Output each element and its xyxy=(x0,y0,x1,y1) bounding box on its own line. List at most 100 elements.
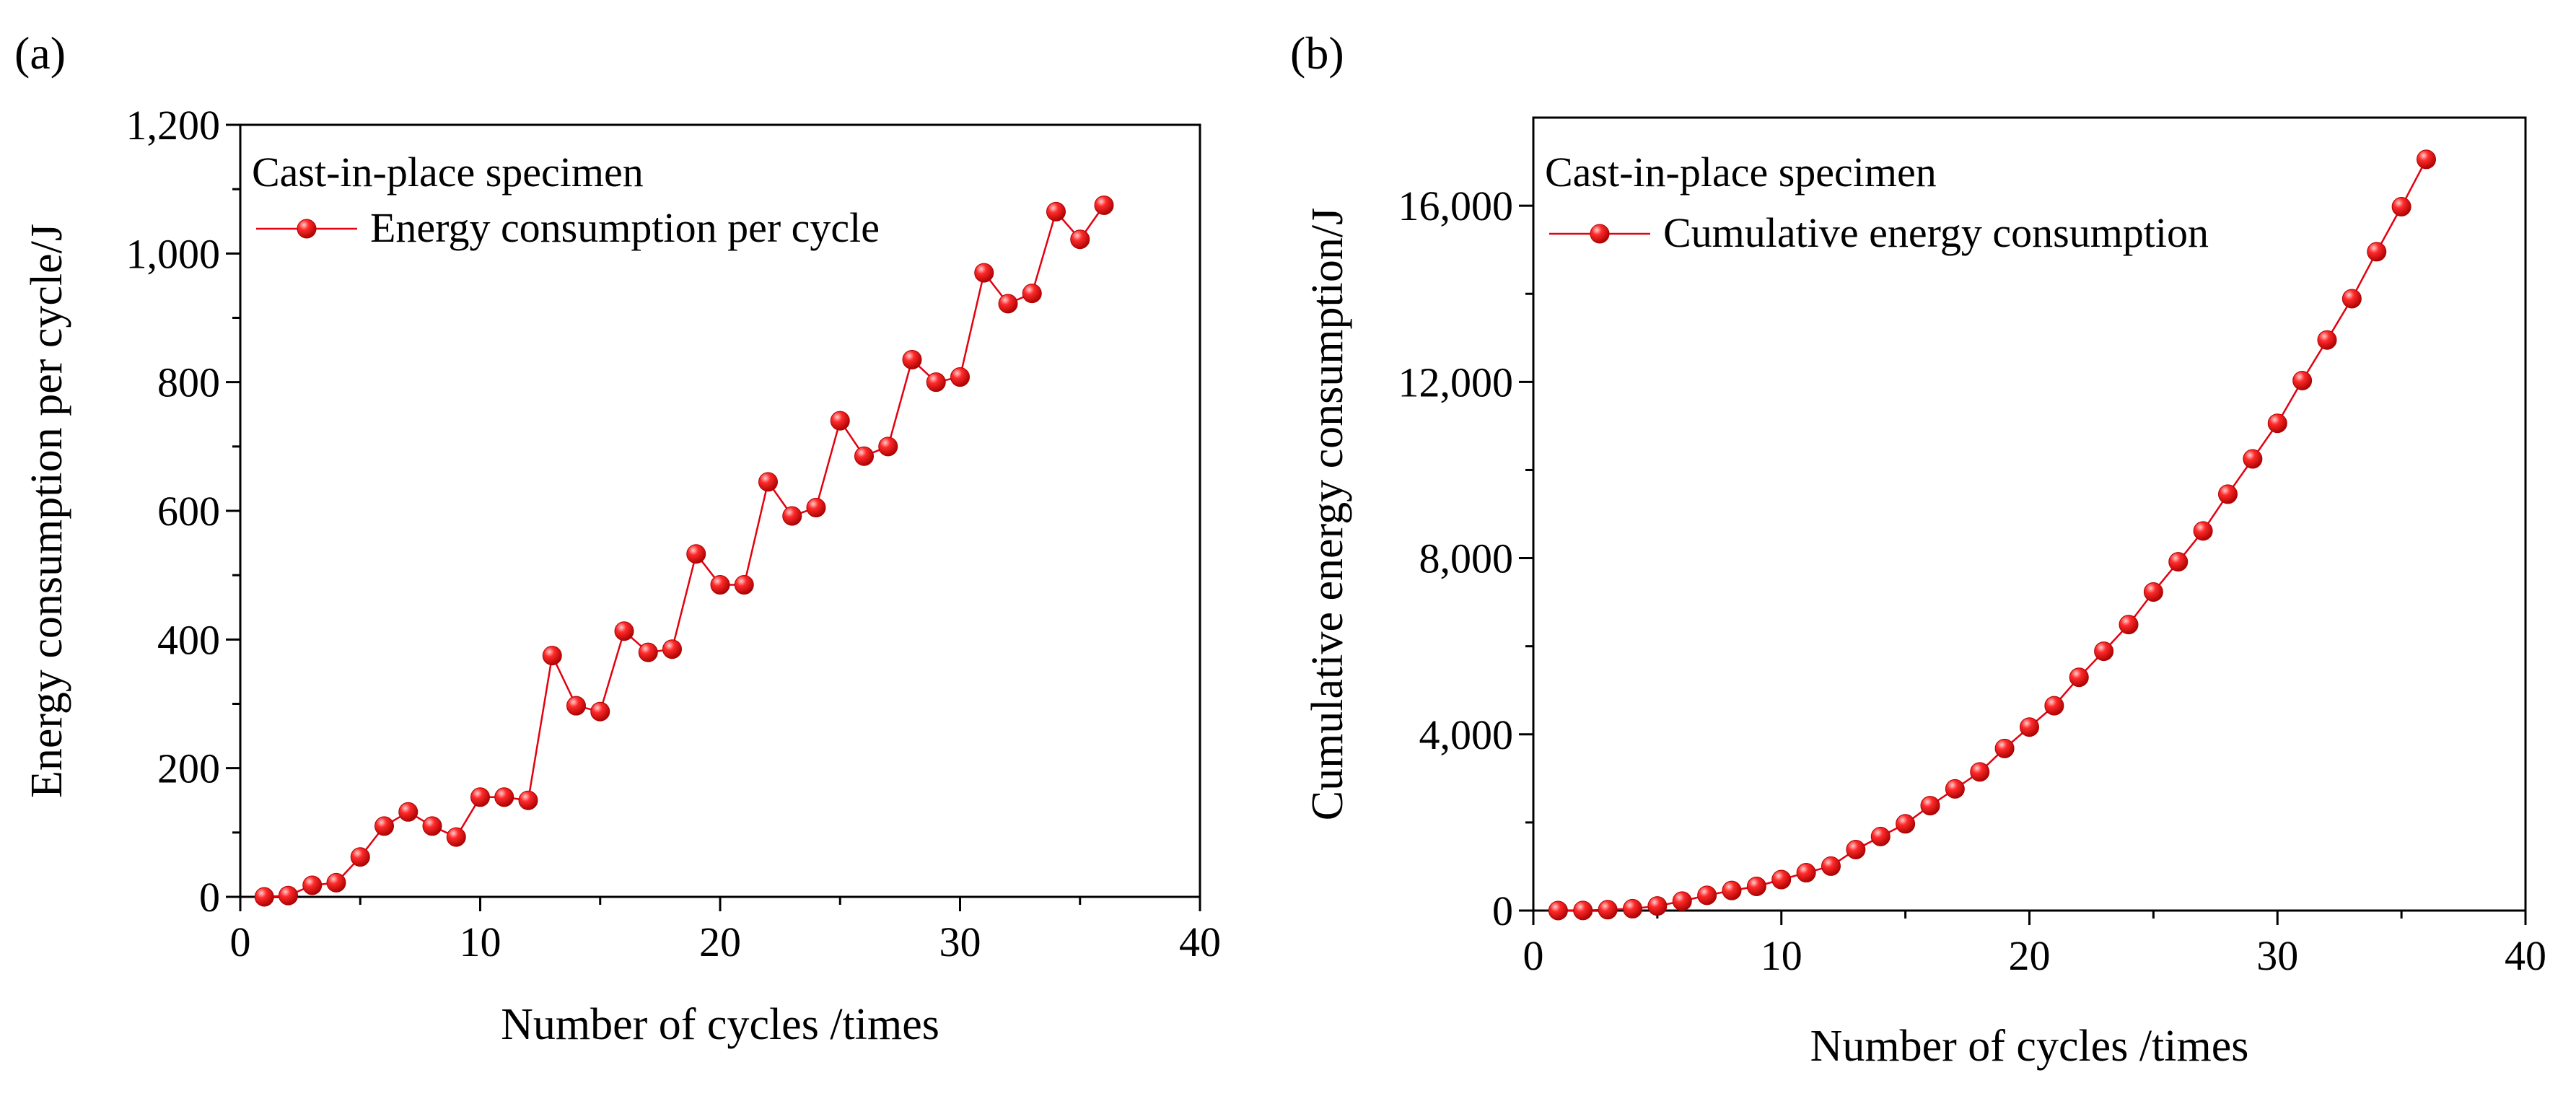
data-point xyxy=(758,472,778,492)
y-tick-label: 0 xyxy=(1492,887,1513,934)
legend-label-b: Cumulative energy consumption xyxy=(1663,209,2209,256)
legend-marker-a xyxy=(297,219,317,239)
data-point xyxy=(1796,863,1816,883)
data-point xyxy=(1647,896,1668,916)
data-point xyxy=(1623,898,1642,919)
data-point xyxy=(326,872,346,893)
data-point xyxy=(2143,582,2163,602)
data-point xyxy=(1821,856,1841,876)
chart-panel-b: (b) 0 4,000 8,000 12,000 16,000 0 10 20 30 40 Cu… xyxy=(1290,27,2546,1071)
data-point xyxy=(542,646,562,666)
y-tick-label: 12,000 xyxy=(1398,359,1514,405)
data-point xyxy=(2417,149,2436,170)
data-point xyxy=(446,827,466,847)
data-point xyxy=(470,787,490,807)
data-point xyxy=(1970,762,1990,782)
data-point xyxy=(1022,284,1042,304)
data-point xyxy=(2069,667,2089,688)
annotation-a: Cast-in-place specimen xyxy=(252,149,644,196)
data-point xyxy=(1722,880,1742,900)
x-tick-label: 0 xyxy=(230,919,251,965)
y-axis-label-b: Cumulative energy consumption/J xyxy=(1303,208,1352,821)
data-point xyxy=(1697,885,1717,906)
data-point xyxy=(518,790,538,810)
data-point xyxy=(2292,371,2313,391)
data-point xyxy=(1672,891,1692,911)
data-point xyxy=(1548,900,1568,921)
data-point xyxy=(1598,900,1618,920)
x-tick-label: 10 xyxy=(460,919,501,965)
x-tick-label: 40 xyxy=(1179,919,1221,965)
data-point xyxy=(926,372,946,393)
data-point xyxy=(1945,779,1965,799)
series-line-b xyxy=(1558,159,2427,912)
data-point xyxy=(2243,449,2263,469)
y-tick-label: 1,200 xyxy=(126,102,221,149)
annotation-b: Cast-in-place specimen xyxy=(1545,149,1937,196)
data-point xyxy=(1896,814,1916,834)
data-point xyxy=(710,575,730,595)
data-point xyxy=(1746,876,1766,896)
data-point xyxy=(374,816,394,836)
y-tick-label: 4,000 xyxy=(1419,711,1514,758)
data-point xyxy=(494,787,514,807)
x-tick-label: 30 xyxy=(2256,932,2298,979)
data-point xyxy=(2341,289,2362,309)
series-line-a xyxy=(264,204,1105,898)
data-point xyxy=(1771,869,1792,890)
data-point xyxy=(878,437,898,457)
data-point xyxy=(2367,242,2387,262)
y-tick-label: 800 xyxy=(157,359,220,406)
data-point xyxy=(350,847,370,867)
data-point xyxy=(2020,717,2039,737)
data-point xyxy=(1846,839,1866,859)
data-point xyxy=(1994,738,2015,758)
data-point xyxy=(2218,484,2238,504)
data-point xyxy=(279,885,298,906)
y-axis-label-a: Energy consumption per cycle/J xyxy=(22,224,71,798)
x-axis-label-b: Number of cycles /times xyxy=(1810,1022,2249,1071)
legend-label-a: Energy consumption per cycle xyxy=(370,204,880,251)
data-point xyxy=(2267,413,2287,434)
data-point xyxy=(590,701,610,722)
y-tick-label: 0 xyxy=(199,874,220,921)
data-point xyxy=(2317,330,2337,350)
data-point xyxy=(950,367,970,387)
y-tick-label: 600 xyxy=(157,488,220,535)
data-point xyxy=(830,411,850,431)
data-point xyxy=(254,887,274,907)
y-tick-label: 400 xyxy=(157,616,220,663)
data-point xyxy=(2391,197,2411,217)
data-point xyxy=(902,349,922,369)
data-point xyxy=(1920,796,1940,816)
x-tick-label: 30 xyxy=(939,919,981,965)
legend-a: Energy consumption per cycle xyxy=(256,204,880,251)
data-point xyxy=(1573,900,1593,921)
legend-b: Cumulative energy consumption xyxy=(1549,209,2209,256)
x-tick-label: 0 xyxy=(1523,932,1544,979)
data-point xyxy=(662,639,682,659)
data-point xyxy=(974,263,994,283)
data-point xyxy=(854,446,874,466)
data-point xyxy=(302,875,323,895)
x-tick-label: 10 xyxy=(1761,932,1802,979)
data-point xyxy=(806,498,826,518)
data-point xyxy=(734,575,754,595)
legend-marker-b xyxy=(1590,224,1610,244)
x-axis-label-a: Number of cycles /times xyxy=(501,1000,939,1049)
data-point xyxy=(1070,229,1090,250)
data-point xyxy=(686,544,706,564)
data-point xyxy=(2168,552,2189,572)
panel-label-a: (a) xyxy=(14,27,66,79)
data-point xyxy=(2119,615,2139,635)
y-tick-label: 16,000 xyxy=(1398,183,1514,229)
x-tick-label: 20 xyxy=(699,919,741,965)
data-point xyxy=(782,506,802,526)
data-point xyxy=(2094,641,2114,662)
x-tick-label: 40 xyxy=(2505,932,2546,979)
y-tick-label: 200 xyxy=(157,745,220,792)
data-point xyxy=(2193,521,2213,541)
panel-label-b: (b) xyxy=(1290,27,1344,79)
y-tick-label: 1,000 xyxy=(126,230,221,277)
